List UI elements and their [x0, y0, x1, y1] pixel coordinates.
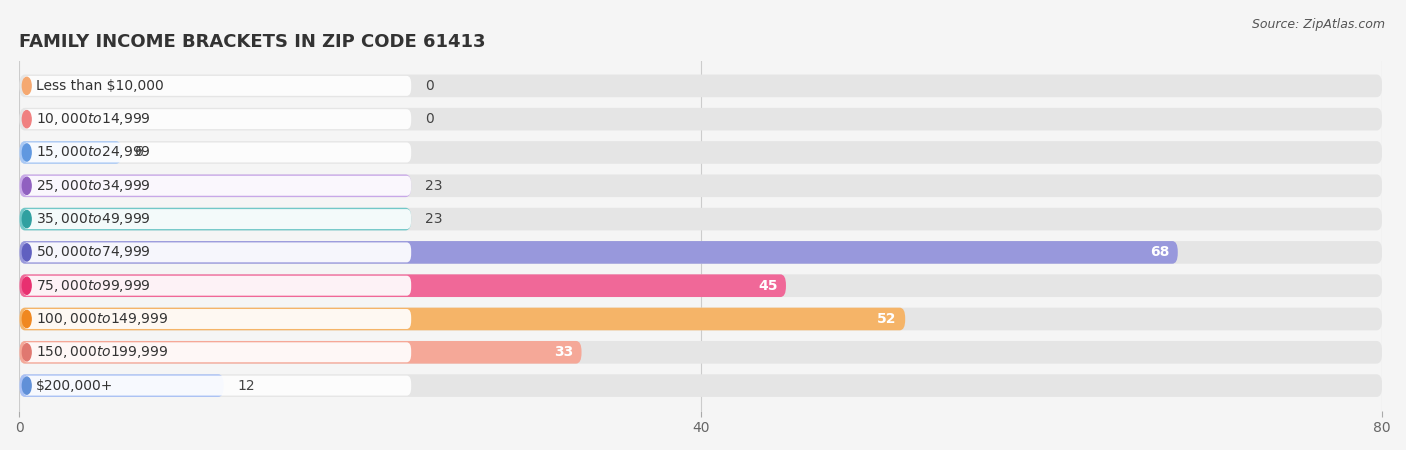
- FancyBboxPatch shape: [22, 143, 411, 162]
- Circle shape: [22, 111, 31, 128]
- FancyBboxPatch shape: [20, 274, 1382, 297]
- Text: Source: ZipAtlas.com: Source: ZipAtlas.com: [1251, 18, 1385, 31]
- Circle shape: [22, 377, 31, 394]
- Text: 45: 45: [758, 279, 778, 292]
- Circle shape: [22, 211, 31, 228]
- Text: 33: 33: [554, 345, 574, 359]
- FancyBboxPatch shape: [22, 76, 411, 96]
- FancyBboxPatch shape: [20, 208, 1382, 230]
- FancyBboxPatch shape: [22, 309, 411, 329]
- Text: 0: 0: [425, 79, 433, 93]
- FancyBboxPatch shape: [20, 241, 1178, 264]
- Text: 12: 12: [238, 378, 254, 392]
- Text: $100,000 to $149,999: $100,000 to $149,999: [37, 311, 169, 327]
- FancyBboxPatch shape: [22, 176, 411, 196]
- FancyBboxPatch shape: [20, 75, 1382, 97]
- Text: $35,000 to $49,999: $35,000 to $49,999: [37, 211, 150, 227]
- FancyBboxPatch shape: [20, 308, 1382, 330]
- FancyBboxPatch shape: [20, 141, 1382, 164]
- Circle shape: [22, 77, 31, 94]
- Text: $25,000 to $34,999: $25,000 to $34,999: [37, 178, 150, 194]
- Text: $15,000 to $24,999: $15,000 to $24,999: [37, 144, 150, 161]
- FancyBboxPatch shape: [22, 109, 411, 129]
- FancyBboxPatch shape: [22, 276, 411, 296]
- Text: $200,000+: $200,000+: [37, 378, 114, 392]
- FancyBboxPatch shape: [20, 274, 786, 297]
- Circle shape: [22, 177, 31, 194]
- FancyBboxPatch shape: [20, 341, 582, 364]
- FancyBboxPatch shape: [22, 243, 411, 262]
- FancyBboxPatch shape: [20, 208, 411, 230]
- Circle shape: [22, 310, 31, 328]
- Text: 0: 0: [425, 112, 433, 126]
- Text: 23: 23: [425, 179, 443, 193]
- FancyBboxPatch shape: [20, 308, 905, 330]
- FancyBboxPatch shape: [22, 342, 411, 362]
- FancyBboxPatch shape: [20, 241, 1382, 264]
- FancyBboxPatch shape: [20, 374, 1382, 397]
- FancyBboxPatch shape: [22, 376, 411, 396]
- FancyBboxPatch shape: [20, 108, 1382, 130]
- Circle shape: [22, 277, 31, 294]
- Circle shape: [22, 344, 31, 361]
- Text: 68: 68: [1150, 245, 1170, 259]
- Text: $150,000 to $199,999: $150,000 to $199,999: [37, 344, 169, 360]
- Text: $50,000 to $74,999: $50,000 to $74,999: [37, 244, 150, 261]
- Text: 52: 52: [877, 312, 897, 326]
- FancyBboxPatch shape: [20, 175, 1382, 197]
- Text: FAMILY INCOME BRACKETS IN ZIP CODE 61413: FAMILY INCOME BRACKETS IN ZIP CODE 61413: [20, 33, 486, 51]
- Text: 23: 23: [425, 212, 443, 226]
- FancyBboxPatch shape: [20, 341, 1382, 364]
- FancyBboxPatch shape: [22, 209, 411, 229]
- FancyBboxPatch shape: [20, 374, 224, 397]
- FancyBboxPatch shape: [20, 141, 121, 164]
- Text: $75,000 to $99,999: $75,000 to $99,999: [37, 278, 150, 294]
- FancyBboxPatch shape: [20, 175, 411, 197]
- Text: $10,000 to $14,999: $10,000 to $14,999: [37, 111, 150, 127]
- Circle shape: [22, 244, 31, 261]
- Circle shape: [22, 144, 31, 161]
- Text: Less than $10,000: Less than $10,000: [37, 79, 165, 93]
- Text: 6: 6: [135, 145, 143, 159]
